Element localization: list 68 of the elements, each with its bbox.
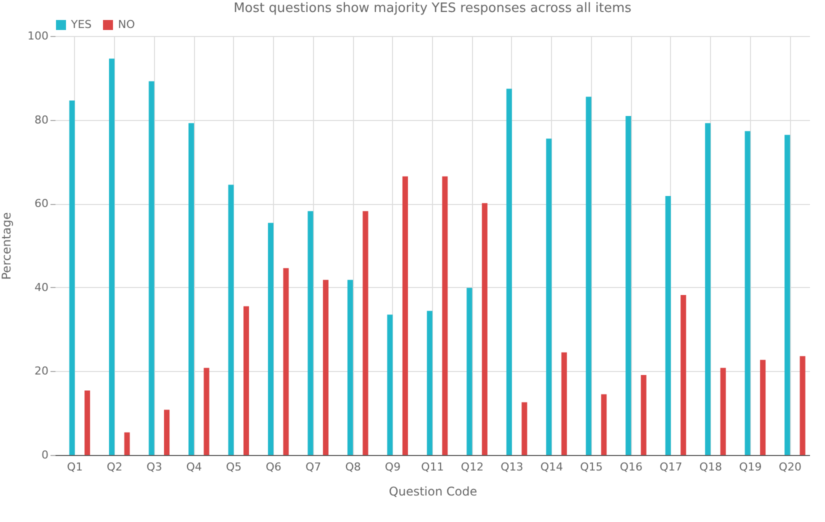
bar [308,211,314,455]
legend-label: NO [118,18,136,31]
bar [402,176,408,455]
x-tick-label: Q20 [778,460,802,474]
bar [466,288,472,455]
y-tick-label: 60 [34,197,48,210]
bar [164,410,170,455]
bar [561,352,567,455]
bar [188,123,194,455]
bar [784,134,790,455]
bar [347,280,353,455]
bar [720,368,726,455]
bar [442,176,448,455]
bar [506,88,512,455]
y-tick-label: 20 [34,364,48,378]
bar [800,356,806,455]
x-tick-label: Q11 [421,460,444,474]
bar [546,138,552,455]
bar [228,184,234,455]
bar [322,280,328,455]
bar [426,310,432,455]
bar [680,294,686,455]
x-tick-label: Q12 [460,460,484,474]
x-tick-label: Q2 [106,460,122,474]
y-tick-label: 80 [34,113,48,126]
bar [268,222,274,455]
bar [109,58,115,455]
x-tick-label: Q9 [384,460,401,474]
bar [744,131,750,455]
chart-title: Most questions show majority YES responses across all items [234,1,632,16]
bar [705,123,711,455]
x-tick-label: Q18 [699,460,722,474]
bar [84,390,90,455]
bar [204,368,210,455]
x-axis-title: Question Code [388,484,478,498]
x-tick-label: Q7 [305,460,322,474]
x-tick-label: Q3 [146,460,162,474]
y-tick-label: 40 [34,280,48,294]
bar [124,432,130,455]
x-tick-label: Q15 [580,460,603,474]
y-axis-title: Percentage [0,212,14,280]
x-tick-label: Q6 [266,460,282,474]
x-tick-label: Q16 [620,460,643,474]
y-tick-label: 100 [28,30,48,42]
bar [69,100,75,455]
y-tick-label: 0 [42,448,48,462]
legend-label: YES [70,18,92,31]
bar [243,306,250,455]
bar [626,116,632,455]
bar [522,402,528,455]
bar [665,196,671,455]
x-tick-label: Q14 [540,460,564,474]
x-tick-label: Q4 [186,460,202,474]
bar [601,394,607,455]
x-tick-label: Q8 [345,460,361,474]
bar [482,203,488,455]
x-tick-label: Q17 [660,460,682,474]
x-tick-label: Q19 [739,460,762,474]
bar [362,211,368,455]
x-tick-label: Q1 [67,460,83,474]
bar [586,96,592,455]
bar [640,374,646,455]
x-tick-label: Q5 [226,460,242,474]
x-tick-label: Q13 [500,460,524,474]
bar [148,81,154,455]
bar [387,314,393,455]
bar [283,268,289,455]
bar [760,360,766,455]
